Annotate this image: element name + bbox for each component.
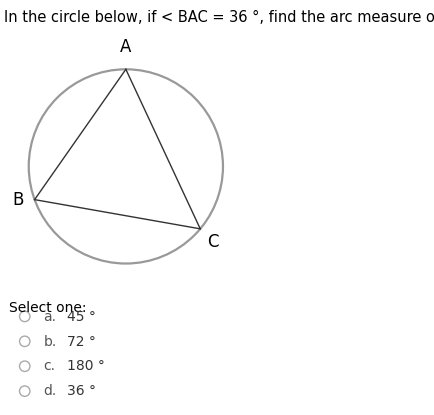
Text: a.: a.	[43, 310, 56, 324]
Text: b.: b.	[43, 334, 57, 349]
Text: B: B	[13, 190, 24, 209]
Text: A: A	[120, 38, 132, 56]
Text: 180 °: 180 °	[67, 359, 105, 374]
Text: c.: c.	[43, 359, 56, 374]
Text: d.: d.	[43, 384, 57, 398]
Text: C: C	[207, 233, 218, 251]
Text: 72 °: 72 °	[67, 334, 96, 349]
Text: 36 °: 36 °	[67, 384, 96, 398]
Text: Select one:: Select one:	[9, 301, 86, 315]
Text: In the circle below, if < BAC = 36 °, find the arc measure of arc BC.: In the circle below, if < BAC = 36 °, fi…	[4, 10, 434, 25]
Text: 45 °: 45 °	[67, 310, 96, 324]
